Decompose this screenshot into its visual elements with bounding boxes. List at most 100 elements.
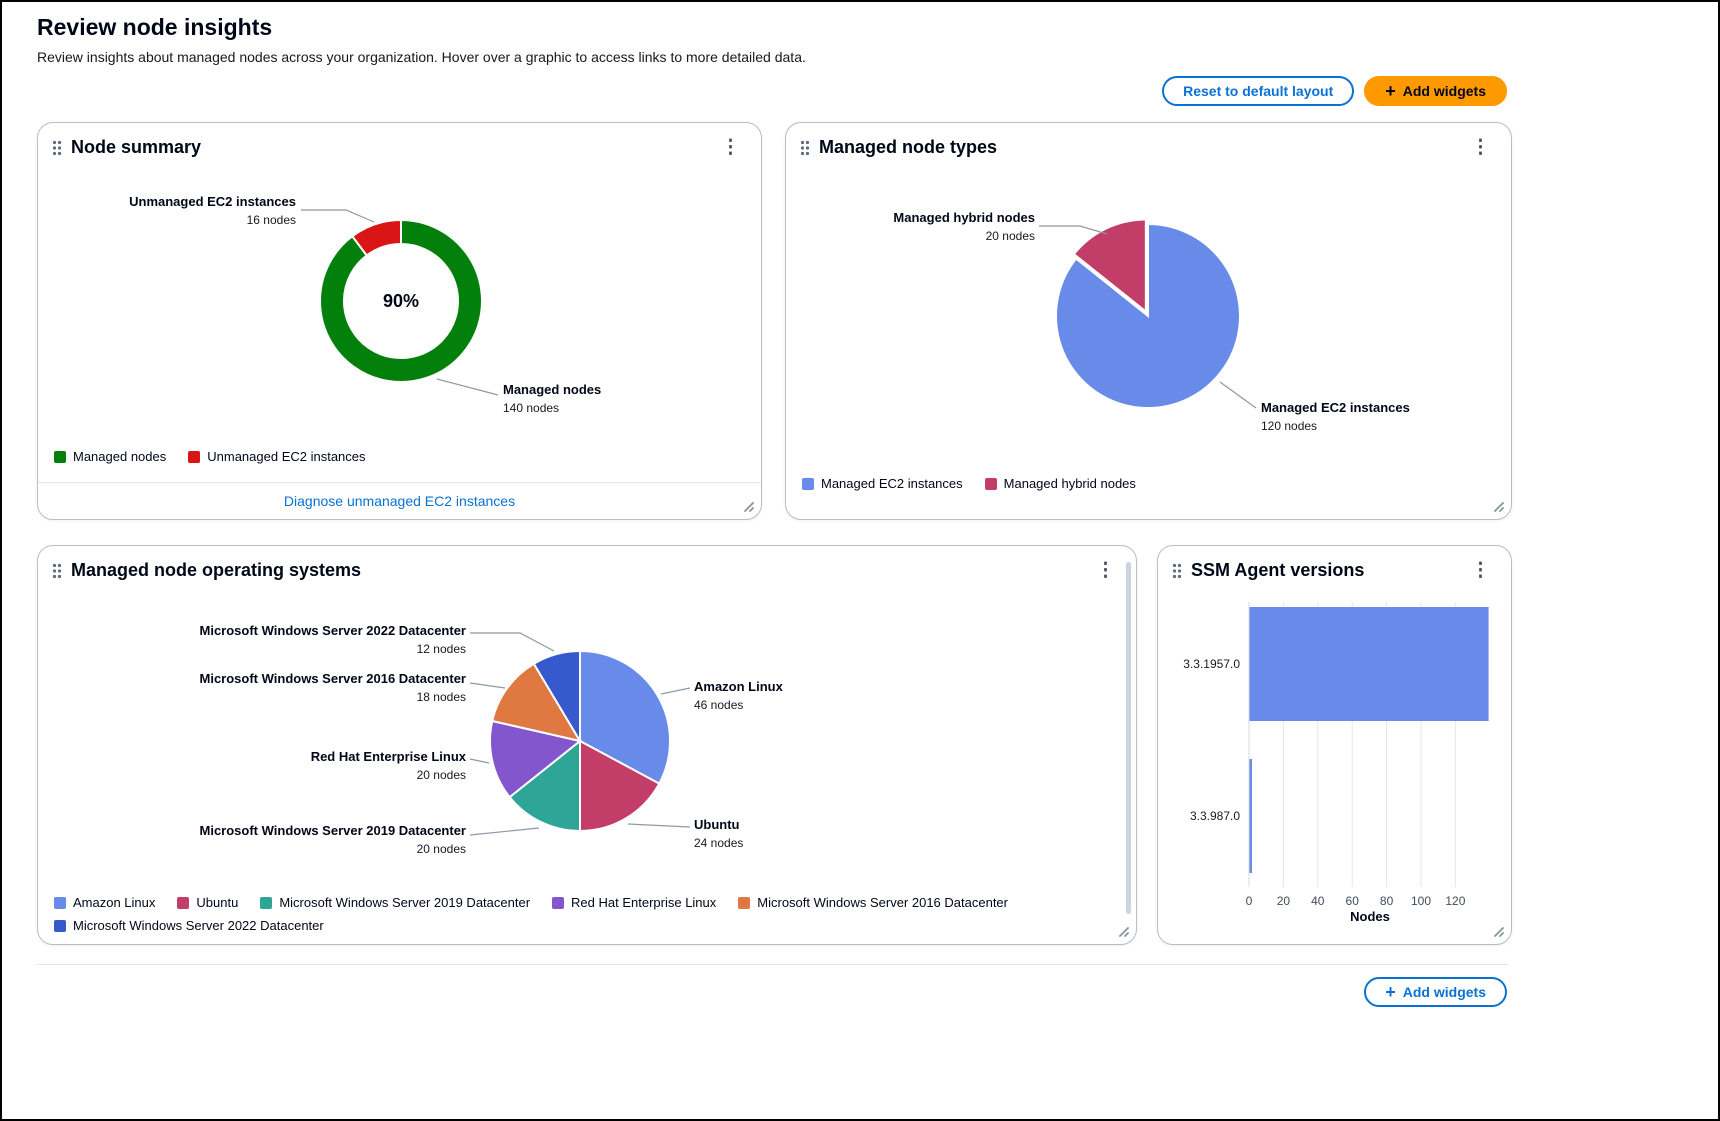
widget-menu-icon[interactable]: ⋮ [1096, 560, 1115, 581]
legend-item[interactable]: Unmanaged EC2 instances [188, 449, 366, 464]
legend-swatch-icon [188, 450, 201, 463]
chart-callout-label: Managed hybrid nodes 20 nodes [893, 210, 1035, 244]
x-tick-label: 0 [1246, 894, 1253, 908]
managed-node-types-slice-0[interactable] [1055, 222, 1241, 409]
chart-callout-label: Microsoft Windows Server 2016 Datacenter… [199, 671, 466, 705]
x-tick-label: 20 [1277, 894, 1291, 908]
chart-callout-label: Ubuntu 24 nodes [694, 817, 744, 851]
legend-item[interactable]: Managed hybrid nodes [984, 476, 1136, 491]
ssm-agent-bar-chart: 0 20 40 60 80 100 120 3.3.1957.0 3.3.987.0 Nodes [1158, 587, 1511, 927]
widget-menu-icon[interactable]: ⋮ [1471, 137, 1490, 158]
y-category-label: 3.3.1957.0 [1183, 657, 1240, 671]
legend-label: Managed nodes [73, 449, 167, 464]
x-tick-label: 100 [1411, 894, 1431, 908]
legend-item[interactable]: Managed EC2 instances [802, 476, 963, 491]
legend-swatch-icon [177, 896, 190, 909]
legend-swatch-icon [54, 919, 66, 932]
scrollbar[interactable] [1126, 562, 1131, 914]
reset-layout-label: Reset to default layout [1183, 83, 1334, 99]
legend-item[interactable]: Ubuntu [177, 895, 238, 910]
managed-node-operating-systems-slice-3[interactable] [489, 719, 583, 799]
managed-node-types-slice-1[interactable] [1072, 218, 1147, 314]
legend-swatch-icon [984, 477, 997, 490]
callout-line [627, 823, 691, 828]
widget-ssm-agent-versions: SSM Agent versions ⋮ 0 20 40 60 80 100 120 3.3.… [1157, 545, 1512, 945]
ssm-agent-versions-bar-1[interactable] [1249, 759, 1253, 873]
legend-swatch-icon [54, 450, 66, 463]
resize-handle-icon[interactable] [1114, 922, 1129, 937]
legend-item[interactable]: Microsoft Windows Server 2019 Datacenter [260, 895, 530, 910]
add-widgets-bottom-button[interactable]: + Add widgets [1364, 977, 1507, 1007]
managed-node-operating-systems-slice-0[interactable] [579, 649, 671, 786]
legend-label: Microsoft Windows Server 2019 Datacenter [279, 895, 531, 910]
legend-label: Unmanaged EC2 instances [207, 449, 366, 464]
chart-callout-label: Managed EC2 instances 120 nodes [1261, 400, 1410, 434]
widget-managed-node-operating-systems: Managed node operating systems ⋮ Microso… [37, 545, 1137, 945]
ssm-agent-versions-svg: 0 20 40 60 80 100 120 3.3.1957.0 3.3.987.0 Nodes [1183, 602, 1489, 924]
page-subtitle: Review insights about managed nodes acro… [37, 49, 806, 65]
resize-handle-icon[interactable] [1489, 922, 1504, 937]
ssm-agent-versions-bar-0[interactable] [1249, 607, 1489, 721]
resize-handle-icon[interactable] [739, 497, 754, 512]
legend-item[interactable]: Microsoft Windows Server 2022 Datacenter [54, 918, 324, 933]
drag-handle-icon[interactable] [52, 140, 62, 156]
legend-swatch-icon [260, 896, 273, 909]
widget-header: Node summary ⋮ [38, 123, 761, 164]
node-summary-slice-0[interactable] [319, 218, 483, 383]
chart-callout-label: Red Hat Enterprise Linux 20 nodes [310, 749, 466, 783]
add-widgets-label: Add widgets [1402, 83, 1486, 99]
add-widgets-button[interactable]: + Add widgets [1364, 76, 1507, 106]
managed-node-operating-systems-slice-1[interactable] [579, 739, 661, 833]
managed-node-operating-systems-slice-2[interactable] [508, 738, 581, 833]
widget-managed-node-types: Managed node types ⋮ Managed hybrid node… [785, 122, 1512, 520]
x-tick-label: 120 [1445, 894, 1465, 908]
callout-line [1219, 381, 1257, 409]
legend-label: Amazon Linux [73, 895, 156, 910]
legend-label: Managed EC2 instances [821, 476, 963, 491]
legend-item[interactable]: Amazon Linux [54, 895, 155, 910]
chart-callout-label: Microsoft Windows Server 2019 Datacenter… [199, 823, 466, 857]
widget-title: Managed node operating systems [71, 560, 362, 580]
diagnose-unmanaged-ec2-link[interactable]: Diagnose unmanaged EC2 instances [283, 493, 516, 509]
header-actions: Reset to default layout + Add widgets [1162, 76, 1507, 106]
widget-footer: Diagnose unmanaged EC2 instances [38, 482, 761, 519]
plus-icon: + [1385, 80, 1396, 101]
legend-item[interactable]: Red Hat Enterprise Linux [552, 895, 716, 910]
callout-line [469, 682, 506, 689]
legend-item[interactable]: Managed nodes [54, 449, 166, 464]
legend-label: Microsoft Windows Server 2016 Datacenter [757, 895, 1008, 910]
donut-center-label: 90% [383, 291, 419, 311]
drag-handle-icon[interactable] [1172, 563, 1182, 579]
legend-label: Ubuntu [196, 895, 239, 910]
resize-handle-icon[interactable] [1489, 497, 1504, 512]
managed-node-operating-systems-slice-4[interactable] [491, 662, 583, 743]
legend-item[interactable]: Microsoft Windows Server 2016 Datacenter [738, 895, 1008, 910]
widget-menu-icon[interactable]: ⋮ [1471, 560, 1490, 581]
legend-label: Microsoft Windows Server 2022 Datacenter [73, 918, 324, 933]
x-axis-label: Nodes [1350, 909, 1390, 924]
reset-to-default-layout-button[interactable]: Reset to default layout [1162, 76, 1355, 106]
callout-line [660, 687, 691, 695]
managed-node-operating-systems-svg [469, 632, 691, 836]
widget-menu-icon[interactable]: ⋮ [721, 137, 740, 158]
page-header: Review node insights Review insights abo… [37, 14, 806, 65]
callout-line [470, 632, 555, 652]
divider [37, 964, 1508, 965]
x-tick-label: 60 [1346, 894, 1360, 908]
plus-icon: + [1385, 981, 1396, 1002]
add-widgets-bottom-label: Add widgets [1402, 984, 1486, 1000]
node-summary-legend: Managed nodes Unmanaged EC2 instances [38, 449, 761, 464]
legend-swatch-icon [552, 896, 565, 909]
managed-node-operating-systems-slice-5[interactable] [532, 649, 581, 745]
callout-line [469, 827, 540, 836]
node-types-pie-chart: Managed hybrid nodes 20 nodes Managed EC2 … [786, 164, 1511, 464]
legend-swatch-icon [802, 477, 814, 490]
drag-handle-icon[interactable] [800, 140, 810, 156]
drag-handle-icon[interactable] [52, 563, 62, 579]
node-summary-slice-1[interactable] [350, 218, 402, 257]
callout-line [469, 758, 490, 764]
chart-callout-label: Microsoft Windows Server 2022 Datacenter… [199, 623, 466, 657]
x-tick-label: 80 [1380, 894, 1394, 908]
managed-node-types-svg [1039, 218, 1257, 409]
